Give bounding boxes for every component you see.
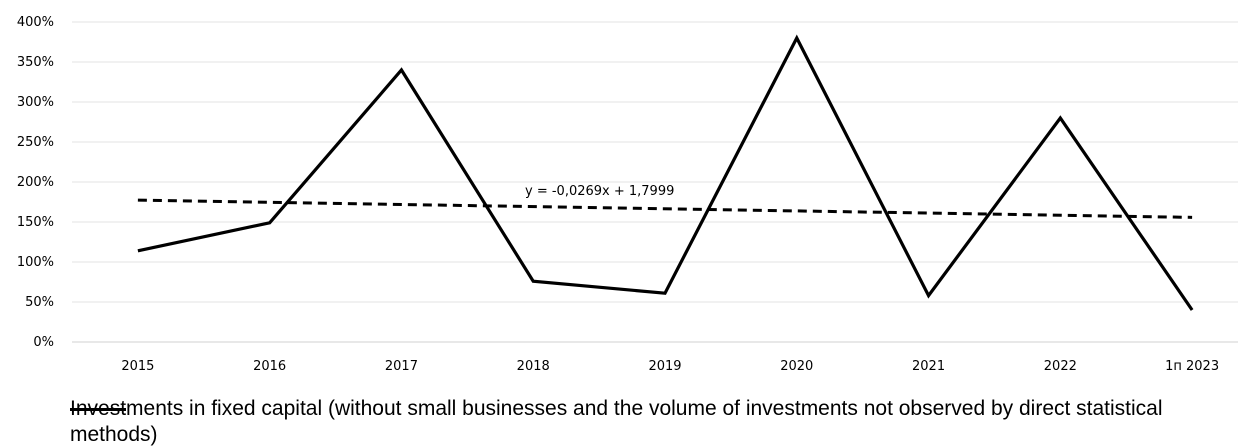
gridlines (72, 21, 1238, 343)
line-chart: 0%50%100%150%200%250%300%350%400% 2015 20… (17, 15, 1238, 374)
y-axis-tick-labels: 0% 50% 100% 150% 200% 250% 300% 350% 400% (17, 15, 54, 350)
x-tick-label: 2017 (385, 359, 418, 374)
x-tick-label: 2015 (121, 359, 154, 374)
series-points (137, 37, 1193, 311)
x-tick-label: 2018 (517, 359, 550, 374)
x-tick-label: 1п 2023 (1165, 359, 1219, 374)
y-tick-label: 250% (17, 135, 54, 150)
series-lines (137, 34, 1194, 311)
legend-label-series-1: Investments in fixed capital (without sm… (70, 397, 1163, 446)
legend-entry: Investments in fixed capital (without sm… (14, 396, 1240, 448)
y-tick-label: 350% (17, 55, 54, 70)
series-line-1 (137, 34, 1194, 311)
x-tick-label: 2019 (648, 359, 681, 374)
x-tick-label: 2021 (912, 359, 945, 374)
y-tick-label: 300% (17, 95, 54, 110)
y-tick-label: 400% (17, 15, 54, 30)
x-tick-label: 2016 (253, 359, 286, 374)
trendline (137, 198, 1193, 219)
y-tick-label: 50% (25, 295, 54, 310)
x-axis-tick-labels: 2015 2016 2017 2018 2019 2020 2021 2022 1п 2023 (121, 359, 1219, 374)
trendline-dashed (137, 198, 1193, 219)
trendline-equation-label: y = -0,0269x + 1,7999 (525, 184, 674, 199)
y-tick-label: 150% (17, 215, 54, 230)
x-tick-label: 2020 (780, 359, 813, 374)
y-tick-label: 0% (33, 335, 54, 350)
x-tick-label: 2022 (1044, 359, 1077, 374)
legend-swatch-solid-line (70, 408, 126, 411)
legend: Investments in fixed capital (without sm… (70, 396, 1240, 448)
y-tick-label: 100% (17, 255, 54, 270)
y-tick-label: 200% (17, 175, 54, 190)
